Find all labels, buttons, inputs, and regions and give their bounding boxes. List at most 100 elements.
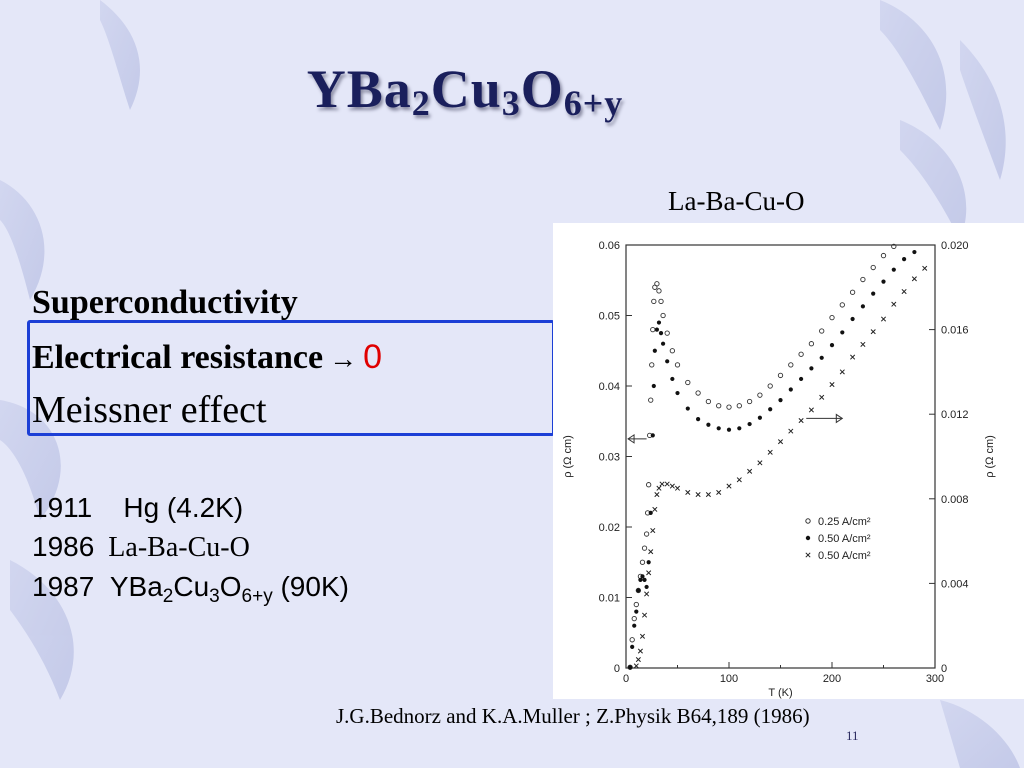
data-point-cross	[646, 570, 652, 576]
data-point-filled-circle	[642, 577, 647, 582]
data-point-filled-circle	[768, 407, 773, 412]
data-point-open-circle	[870, 264, 876, 271]
x-tick-label: 100	[720, 673, 738, 685]
data-point-filled-circle	[747, 421, 752, 427]
data-point-cross	[654, 492, 660, 498]
y-left-tick-label: 0.06	[599, 240, 620, 252]
data-point-open-circle	[726, 404, 732, 410]
data-point-open-circle	[829, 314, 835, 321]
plot-frame	[625, 244, 936, 669]
data-point-open-circle	[641, 545, 648, 551]
data-point-filled-circle	[650, 433, 655, 438]
data-point-open-circle	[798, 351, 804, 357]
data-point-cross	[777, 439, 784, 445]
data-point-open-circle	[651, 298, 657, 305]
data-point-cross	[798, 417, 804, 424]
data-point-filled-circle	[850, 316, 855, 322]
data-point-open-circle	[633, 601, 639, 608]
data-point-filled-circle	[685, 406, 690, 411]
data-point-cross	[860, 341, 866, 347]
data-point-cross	[757, 460, 763, 466]
highlight-box	[27, 320, 555, 436]
data-point-open-circle	[788, 362, 794, 368]
data-point-filled-circle	[778, 398, 783, 403]
data-point-cross	[911, 276, 917, 282]
y-left-axis-label: ρ (Ω cm)	[562, 435, 574, 478]
data-point-open-circle	[695, 390, 701, 396]
data-point-cross	[652, 506, 658, 512]
data-point-cross	[659, 481, 665, 487]
right-arrow-icon: →	[329, 344, 358, 375]
data-point-open-circle	[849, 289, 856, 295]
data-point-cross	[656, 485, 662, 491]
page-number: 11	[846, 728, 859, 743]
data-point-open-circle	[664, 330, 670, 336]
data-point-open-circle	[669, 348, 676, 354]
data-point-filled-circle	[881, 279, 886, 284]
timeline-row-1987: 1987 YBa2Cu3O6+y (90K)	[32, 571, 349, 607]
data-point-cross	[674, 485, 681, 491]
data-point-cross	[808, 407, 814, 413]
data-point-filled-circle	[652, 348, 657, 353]
data-point-open-circle	[777, 372, 784, 379]
data-point-cross	[736, 477, 742, 483]
data-point-filled-circle	[788, 387, 793, 392]
data-point-filled-circle	[636, 588, 641, 593]
data-point-cross	[767, 449, 773, 455]
data-point-open-circle	[757, 392, 763, 398]
data-point-filled-circle	[860, 304, 865, 309]
y-left-tick-label: 0	[614, 663, 620, 675]
data-point-open-circle	[648, 397, 654, 403]
data-point-open-circle	[705, 398, 712, 405]
data-point-open-circle	[627, 664, 633, 670]
concept-electrical-resistance: Electrical resistance → 0	[32, 338, 383, 376]
data-point-filled-circle	[902, 257, 907, 262]
data-point-open-circle	[650, 326, 656, 333]
data-point-open-circle	[646, 482, 652, 488]
data-point-open-circle	[649, 362, 655, 368]
data-point-cross	[922, 265, 928, 271]
data-point-open-circle	[629, 637, 635, 643]
data-point-cross	[819, 394, 825, 400]
legend-label: 0.50 A/cm²	[818, 533, 871, 545]
data-point-cross	[839, 369, 845, 375]
data-point-filled-circle	[809, 366, 814, 371]
data-point-filled-circle	[706, 422, 711, 427]
concept-superconductivity: Superconductivity	[32, 284, 298, 321]
data-point-cross	[641, 612, 648, 618]
concepts-block: Superconductivity Electrical resistance →…	[32, 276, 382, 433]
data-point-open-circle	[808, 341, 815, 347]
data-point-open-circle	[658, 298, 664, 305]
data-point-cross	[695, 492, 701, 498]
data-point-cross	[747, 468, 753, 474]
data-point-open-circle	[643, 531, 650, 537]
data-point-cross	[648, 549, 654, 555]
data-point-open-circle	[767, 383, 773, 389]
data-point-open-circle	[746, 398, 753, 405]
concept-meissner-effect: Meissner effect	[32, 389, 267, 431]
data-point-open-circle	[674, 362, 681, 368]
x-tick-label: 200	[823, 673, 841, 685]
data-point-filled-circle	[891, 267, 896, 272]
y-left-tick-label: 0.04	[599, 381, 620, 393]
data-point-open-circle	[631, 615, 637, 622]
timeline-row-1986: 1986 La-Ba-Cu-O	[32, 531, 250, 563]
data-point-filled-circle	[912, 249, 917, 255]
data-point-cross	[870, 329, 876, 335]
resistivity-chart: 0 100 200 300 T (K) 0 0.01 0.02 0.03 0.04 0.05 0.06…	[553, 223, 1024, 699]
data-point-cross	[705, 492, 711, 498]
data-point-filled-circle	[630, 644, 635, 649]
data-point-cross	[850, 354, 856, 360]
data-point-open-circle	[891, 243, 897, 250]
timeline-row-1911: 1911 Hg (4.2K)	[32, 492, 244, 523]
data-point-filled-circle	[696, 417, 701, 422]
y-left-tick-label: 0.01	[599, 593, 620, 605]
data-point-open-circle	[660, 312, 666, 319]
data-point-filled-circle	[840, 330, 845, 335]
reference-citation: J.G.Bednorz and K.A.Muller ; Z.Physik B6…	[336, 704, 810, 728]
data-point-cross	[664, 481, 670, 487]
data-point-filled-circle	[871, 291, 876, 296]
data-point-filled-circle	[819, 355, 824, 360]
data-point-cross	[901, 288, 907, 295]
data-point-open-circle	[685, 379, 691, 386]
